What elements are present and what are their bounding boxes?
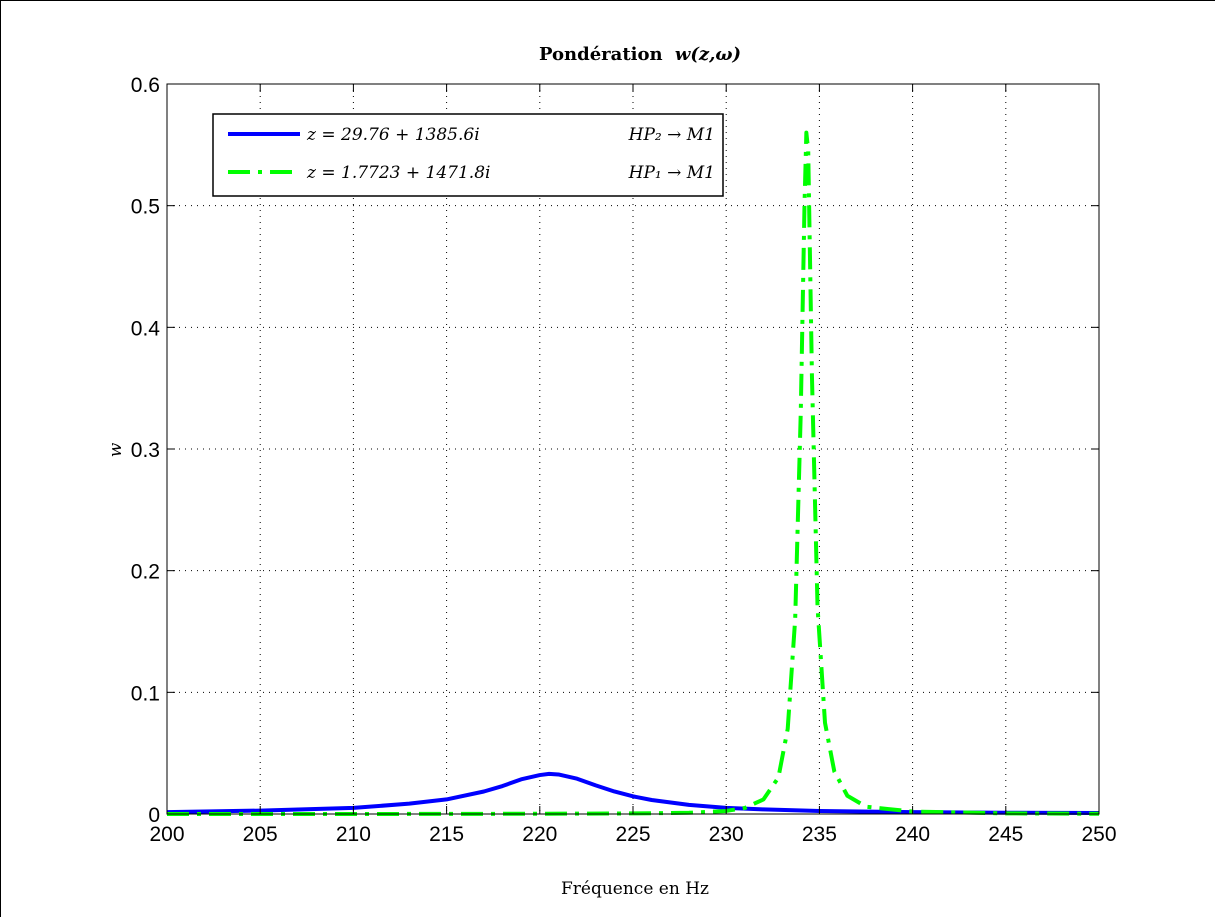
legend-entry-0: z = 29.76 + 1385.6i HP₂ → M1 — [228, 125, 715, 145]
chart-title: Pondération w(z,ω) — [539, 44, 741, 65]
series-line-1 — [167, 130, 1100, 816]
y-tick-label: 0.3 — [131, 439, 160, 462]
x-tick-label: 230 — [709, 823, 744, 846]
y-tick-label: 0.5 — [131, 196, 160, 219]
legend-path-0: HP₂ → M1 — [628, 125, 715, 145]
series-line-0 — [166, 771, 1100, 816]
x-tick-label: 235 — [802, 823, 837, 846]
x-tick-label: 200 — [149, 823, 184, 846]
y-tick-label: 0.4 — [131, 317, 161, 340]
legend-label-0: z = 29.76 + 1385.6i — [306, 125, 480, 145]
x-tick-label: 225 — [615, 823, 650, 846]
x-tick-label: 210 — [336, 823, 371, 846]
y-tick-label: 0.1 — [131, 682, 160, 705]
legend-box — [212, 113, 724, 197]
y-tick-label: 0.2 — [131, 561, 160, 584]
x-tick-label: 250 — [1081, 823, 1116, 846]
y-axis-label: w — [106, 442, 126, 457]
axis-ticks: 200 205 210 215 220 225 230 235 240 245 250 0 0.1 0.2… — [131, 74, 1117, 846]
x-tick-label: 220 — [522, 823, 557, 846]
x-tick-label: 245 — [988, 823, 1023, 846]
y-tick-label: 0.6 — [131, 74, 160, 97]
x-axis-label: Fréquence en Hz — [561, 879, 709, 899]
legend-entry-1: z = 1.7723 + 1471.8i HP₁ → M1 — [228, 163, 715, 183]
legend-label-1: z = 1.7723 + 1471.8i — [306, 163, 490, 183]
legend: z = 29.76 + 1385.6i HP₂ → M1 z = 1.7723 … — [212, 113, 724, 197]
chart-title-bold: Pondération — [539, 44, 663, 65]
x-tick-label: 240 — [895, 823, 930, 846]
x-tick-label: 215 — [429, 823, 464, 846]
plot-series — [166, 130, 1100, 816]
y-tick-label: 0 — [148, 804, 160, 827]
chart-title-math: w(z,ω) — [675, 44, 741, 65]
x-tick-label: 205 — [243, 823, 278, 846]
legend-path-1: HP₁ → M1 — [628, 163, 715, 183]
